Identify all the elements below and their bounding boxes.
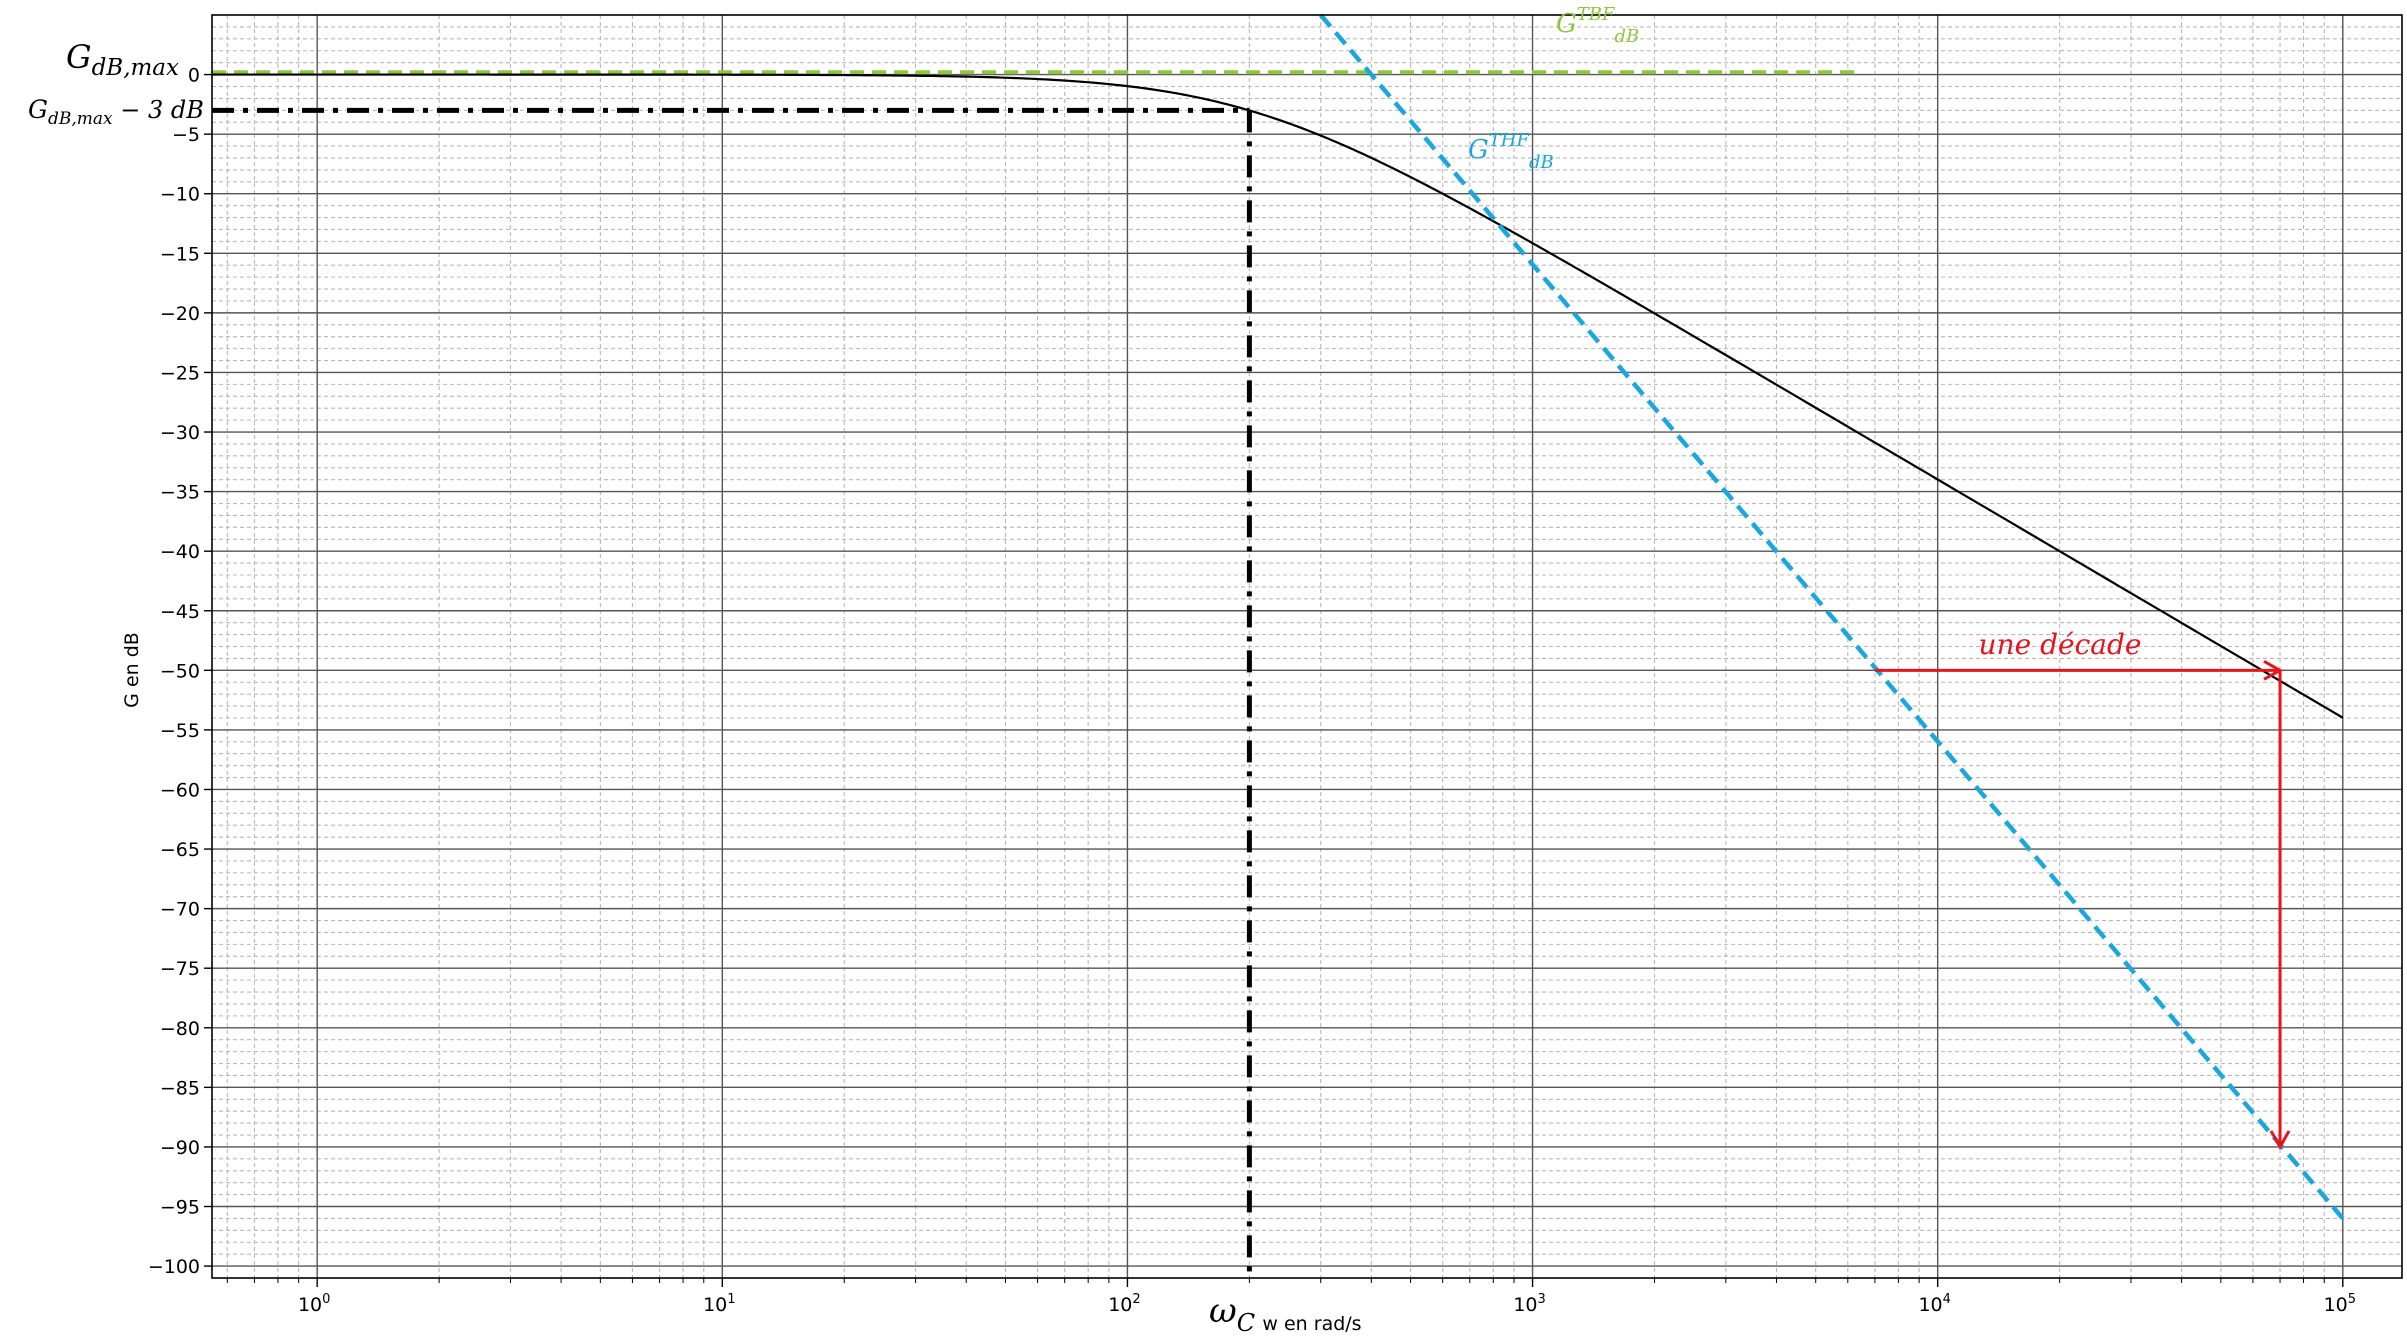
gdbmax-label: GdB,max <box>66 38 179 81</box>
minor-grid <box>212 15 2402 1279</box>
tbf-asymptote-label: GTBFdB <box>1556 4 1639 47</box>
tick-labels: 100 101 102 103 104 105 0 −5 −10 −15 −20 −25 −30 −35 −… <box>148 65 2356 1316</box>
y-tick-label: −95 <box>160 1197 200 1219</box>
x-tick-label: 100 <box>298 1292 330 1316</box>
x-tick-label: 101 <box>703 1292 735 1316</box>
y-tick-label: −55 <box>160 720 200 742</box>
y-tick-label: −25 <box>160 362 200 384</box>
tick-marks <box>204 73 2344 1287</box>
x-tick-label: 103 <box>1513 1292 1545 1316</box>
high-frequency-asymptote-line <box>1319 13 2345 1220</box>
omega-c-label: ωC <box>1209 1291 1255 1337</box>
y-tick-label: −85 <box>160 1077 200 1099</box>
plot-frame <box>211 14 2403 1279</box>
decade-label: une décade <box>1979 628 2142 661</box>
decade-vertical-arrowhead <box>2269 1130 2291 1150</box>
x-tick-label: 105 <box>2324 1292 2356 1316</box>
y-tick-label: −35 <box>160 482 200 504</box>
gdbmax-minus-3db-label: GdB,max − 3 dB <box>28 95 204 129</box>
y-tick-label: −60 <box>160 779 200 801</box>
series-layer <box>212 13 2345 1220</box>
thf-asymptote-label: GTHFdB <box>1468 130 1554 173</box>
y-tick-label: −65 <box>160 839 200 861</box>
y-tick-label: −10 <box>160 184 200 206</box>
gain-curve <box>212 73 2344 719</box>
y-tick-label: −75 <box>160 958 200 980</box>
decade-annotation <box>1874 660 2291 1150</box>
reference-lines <box>212 107 1252 1278</box>
y-tick-label: −70 <box>160 899 200 921</box>
y-tick-label: −50 <box>160 660 200 682</box>
y-axis-label: G en dB <box>121 632 143 708</box>
y-tick-label: −90 <box>160 1137 200 1159</box>
y-tick-label: −20 <box>160 303 200 325</box>
y-tick-label: 0 <box>188 65 200 87</box>
x-axis-label: w en rad/s <box>1262 1313 1361 1335</box>
y-tick-label: −45 <box>160 601 200 623</box>
y-tick-label: −100 <box>148 1256 200 1278</box>
y-tick-label: −15 <box>160 243 200 265</box>
x-tick-label: 104 <box>1918 1292 1950 1316</box>
x-tick-label: 102 <box>1108 1292 1140 1316</box>
y-tick-label: −5 <box>172 124 200 146</box>
y-tick-label: −40 <box>160 541 200 563</box>
major-grid <box>212 15 2402 1278</box>
y-tick-label: −80 <box>160 1018 200 1040</box>
y-tick-label: −30 <box>160 422 200 444</box>
